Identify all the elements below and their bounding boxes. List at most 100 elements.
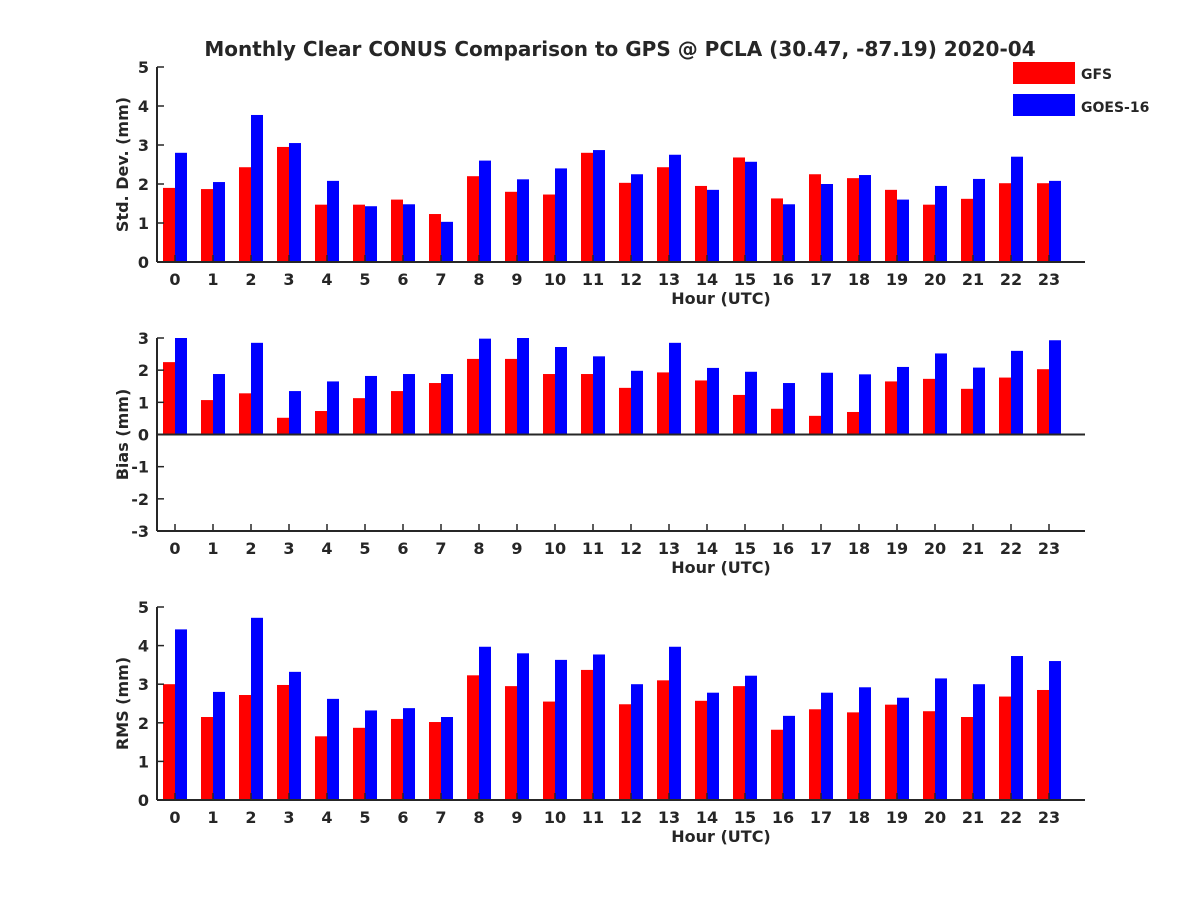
std-bar-gfs-18 — [847, 178, 859, 262]
bias-bar-gfs-22 — [999, 377, 1011, 435]
bias-bar-goes16-6 — [403, 374, 415, 435]
std-bar-goes16-13 — [669, 154, 681, 262]
bias-bar-gfs-2 — [239, 393, 251, 435]
rms-xtick-label: 9 — [511, 808, 522, 827]
bias-bar-goes16-12 — [631, 370, 643, 435]
std-ytick-label: 1 — [138, 214, 149, 233]
rms-ytick-label: 2 — [138, 714, 149, 733]
std-xtick-label: 9 — [511, 270, 522, 289]
std-bar-goes16-14 — [707, 189, 719, 262]
bias-xtick-label: 19 — [886, 539, 908, 558]
std-xtick-label: 0 — [169, 270, 180, 289]
rms-bar-goes16-18 — [859, 687, 871, 800]
rms-xtick-label: 3 — [283, 808, 294, 827]
bias-bar-goes16-15 — [745, 371, 757, 435]
rms-bar-gfs-7 — [429, 722, 441, 800]
std-bar-gfs-0 — [163, 187, 175, 262]
std-bar-gfs-20 — [923, 204, 935, 262]
std-xtick-label: 3 — [283, 270, 294, 289]
std-xtick-label: 10 — [544, 270, 566, 289]
bias-xtick-label: 3 — [283, 539, 294, 558]
std-xtick-label: 19 — [886, 270, 908, 289]
std-ytick-label: 0 — [138, 253, 149, 272]
bias-bar-gfs-5 — [353, 398, 365, 435]
rms-bar-goes16-17 — [821, 692, 833, 800]
std-ytick-label: 4 — [138, 97, 149, 116]
bias-bar-gfs-13 — [657, 372, 669, 435]
bias-xtick-label: 15 — [734, 539, 756, 558]
bias-xtick-label: 23 — [1038, 539, 1060, 558]
std-xtick-label: 4 — [321, 270, 332, 289]
bias-bar-goes16-14 — [707, 367, 719, 435]
bias-bar-gfs-4 — [315, 411, 327, 435]
legend-swatch-gfs — [1013, 62, 1075, 84]
rms-bar-gfs-23 — [1037, 689, 1049, 800]
std-bar-goes16-4 — [327, 180, 339, 262]
rms-bar-goes16-0 — [175, 629, 187, 800]
bias-ytick-label: -2 — [131, 490, 149, 509]
legend-label-gfs: GFS — [1081, 67, 1112, 83]
rms-bar-goes16-19 — [897, 697, 909, 800]
bias-bar-goes16-1 — [213, 374, 225, 435]
rms-bar-gfs-12 — [619, 704, 631, 800]
bias-ytick-label: 3 — [138, 329, 149, 348]
rms-xtick-label: 0 — [169, 808, 180, 827]
bias-bar-goes16-7 — [441, 374, 453, 435]
bias-bar-goes16-13 — [669, 342, 681, 435]
bias-bar-goes16-16 — [783, 383, 795, 435]
std-xtick-label: 5 — [359, 270, 370, 289]
rms-xtick-label: 1 — [207, 808, 218, 827]
rms-bar-gfs-9 — [505, 686, 517, 800]
rms-bar-gfs-4 — [315, 736, 327, 800]
std-bar-gfs-9 — [505, 191, 517, 262]
bias-bar-gfs-23 — [1037, 369, 1049, 435]
std-bar-gfs-13 — [657, 167, 669, 262]
rms-bar-gfs-8 — [467, 675, 479, 800]
std-bar-gfs-22 — [999, 183, 1011, 262]
std-bar-goes16-5 — [365, 206, 377, 262]
bias-bar-gfs-6 — [391, 391, 403, 435]
std-bar-gfs-8 — [467, 176, 479, 262]
rms-xtick-label: 12 — [620, 808, 642, 827]
rms-bar-goes16-10 — [555, 659, 567, 800]
rms-ytick-label: 3 — [138, 675, 149, 694]
bias-xtick-label: 8 — [473, 539, 484, 558]
std-bar-goes16-1 — [213, 182, 225, 262]
rms-bar-goes16-9 — [517, 653, 529, 800]
bias-xtick-label: 14 — [696, 539, 718, 558]
bias-bar-goes16-18 — [859, 374, 871, 435]
bias-bar-goes16-8 — [479, 338, 491, 435]
std-xtick-label: 16 — [772, 270, 794, 289]
rms-bar-gfs-21 — [961, 717, 973, 800]
rms-bar-gfs-18 — [847, 712, 859, 800]
bias-xtick-label: 10 — [544, 539, 566, 558]
bias-y-label: Bias (mm) — [113, 389, 132, 481]
std-xtick-label: 23 — [1038, 270, 1060, 289]
bias-bar-goes16-9 — [517, 338, 529, 435]
std-bar-goes16-16 — [783, 204, 795, 262]
std-bar-gfs-1 — [201, 189, 213, 262]
rms-y-label: RMS (mm) — [113, 657, 132, 750]
std-ytick-label: 5 — [138, 58, 149, 77]
bias-ytick-label: -3 — [131, 522, 149, 541]
std-bar-goes16-22 — [1011, 156, 1023, 262]
rms-bar-gfs-3 — [277, 684, 289, 800]
rms-bar-goes16-23 — [1049, 661, 1061, 800]
rms-bar-goes16-14 — [707, 692, 719, 800]
bias-bar-goes16-22 — [1011, 350, 1023, 435]
rms-ytick-label: 0 — [138, 791, 149, 810]
bias-xtick-label: 1 — [207, 539, 218, 558]
std-bar-gfs-15 — [733, 157, 745, 262]
std-bar-goes16-20 — [935, 185, 947, 262]
rms-xtick-label: 7 — [435, 808, 446, 827]
rms-bar-goes16-22 — [1011, 656, 1023, 800]
bias-bar-goes16-4 — [327, 381, 339, 435]
rms-bar-gfs-2 — [239, 695, 251, 800]
bias-bar-goes16-2 — [251, 342, 263, 435]
std-bar-gfs-10 — [543, 194, 555, 262]
std-bar-gfs-14 — [695, 185, 707, 262]
std-bar-gfs-12 — [619, 182, 631, 262]
